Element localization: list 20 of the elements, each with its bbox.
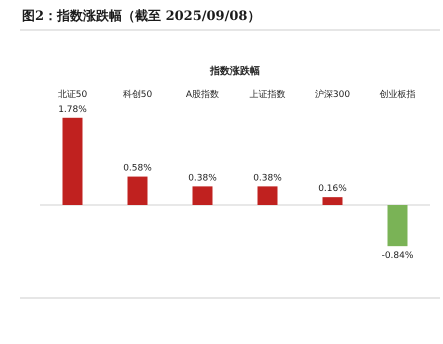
data-label: 0.58% (123, 164, 152, 174)
bar (62, 118, 82, 205)
x-tick-label: 创业板指 (380, 89, 416, 100)
bar (128, 176, 148, 205)
x-tick-label: 上证指数 (250, 89, 286, 100)
x-tick-label: A股指数 (186, 89, 220, 100)
bar (192, 186, 212, 205)
bar (322, 197, 342, 205)
data-label: 1.78% (58, 104, 88, 115)
bar (258, 186, 278, 205)
x-tick-label: 科创50 (122, 89, 152, 100)
data-label: 0.38% (253, 173, 282, 184)
bar (388, 205, 408, 246)
chart-subtitle: 指数涨跌幅 (209, 65, 260, 77)
chart-title: 图2：指数涨跌幅（截至 2025/09/08） (22, 9, 260, 24)
x-tick-label: 沪深300 (314, 89, 350, 100)
data-label: -0.84% (382, 251, 414, 262)
x-tick-label: 北证50 (58, 89, 88, 100)
data-label: 0.16% (318, 184, 348, 194)
data-label: 0.38% (188, 173, 218, 184)
